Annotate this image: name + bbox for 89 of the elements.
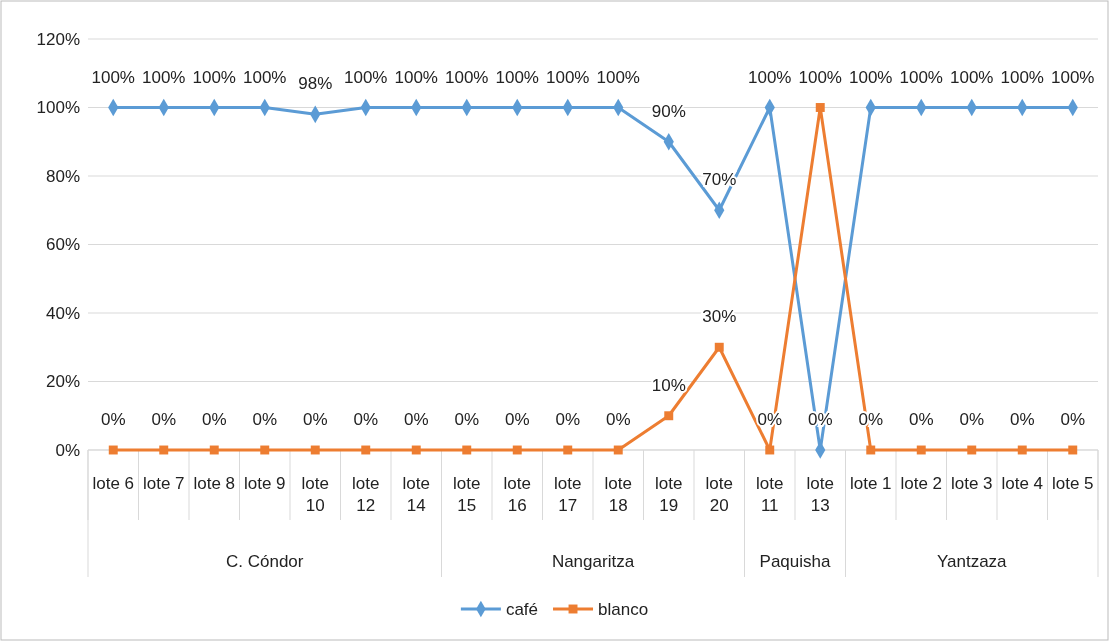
point — [815, 103, 825, 112]
point — [613, 445, 623, 455]
data-label: 10% — [651, 375, 686, 395]
x-tick-label: lote 7 — [142, 474, 185, 493]
point — [765, 445, 775, 455]
y-tick-label: 60% — [45, 235, 80, 255]
data-label: 100% — [899, 67, 943, 87]
point — [361, 445, 371, 455]
x-tick-label: lote 19 — [655, 474, 683, 515]
y-tick-label: 20% — [45, 372, 80, 392]
data-label: 0% — [908, 410, 934, 429]
data-label: 100% — [1000, 67, 1044, 87]
x-tick-label: lote 4 — [1001, 474, 1044, 493]
point — [1017, 445, 1027, 455]
data-label: 0% — [1009, 410, 1035, 429]
x-tick-label: lote 16 — [503, 474, 531, 515]
y-tick-label: 120% — [36, 29, 80, 49]
text: Yantzaza — [936, 552, 1008, 571]
point — [714, 342, 724, 352]
y-tick-label: 100% — [36, 98, 80, 118]
data-label: 0% — [100, 410, 126, 429]
data-label: 0% — [959, 410, 985, 429]
data-label: 0% — [454, 410, 480, 429]
data-label: 100% — [495, 67, 539, 87]
point — [664, 411, 674, 421]
data-label: 100% — [950, 67, 994, 87]
point — [159, 445, 169, 455]
legend-label: café — [505, 600, 539, 619]
x-tick-label: lote 6 — [92, 474, 135, 493]
data-label: 0% — [605, 410, 631, 429]
x-tick-label: lote 9 — [243, 474, 286, 493]
y-tick-label: 40% — [45, 303, 80, 323]
data-label: 100% — [748, 67, 792, 87]
data-label: 100% — [849, 67, 893, 87]
data-label: 0% — [353, 410, 379, 429]
x-tick-label: lote 20 — [705, 474, 733, 515]
legend-label: blanco — [598, 600, 649, 619]
point — [1068, 445, 1078, 455]
text: C. Cóndor — [226, 552, 304, 571]
y-tick-label: 0% — [55, 440, 80, 460]
data-label: 100% — [798, 67, 842, 87]
data-label: 0% — [403, 410, 429, 429]
x-tick-label: lote 3 — [950, 474, 993, 493]
point — [310, 445, 320, 455]
data-label: 100% — [344, 67, 388, 87]
x-tick-label: lote 12 — [352, 474, 380, 515]
x-tick-label: lote 2 — [900, 474, 943, 493]
data-label: 100% — [546, 67, 590, 87]
point — [563, 445, 573, 455]
x-tick-label: lote 10 — [301, 474, 329, 515]
text: Paquisha — [759, 552, 831, 571]
x-tick-label: lote 15 — [453, 474, 481, 515]
data-label: 100% — [445, 67, 489, 87]
point — [108, 445, 118, 455]
data-label: 0% — [302, 410, 328, 429]
point — [967, 445, 977, 455]
data-label: 0% — [252, 410, 278, 429]
data-label: 0% — [151, 410, 177, 429]
x-tick-label: lote 18 — [604, 474, 632, 515]
data-label: 100% — [142, 67, 186, 87]
point — [866, 445, 876, 455]
point — [916, 445, 926, 455]
data-label: 100% — [243, 67, 287, 87]
data-label: 0% — [201, 410, 227, 429]
x-tick-label: lote 17 — [554, 474, 582, 515]
data-label: 100% — [596, 67, 640, 87]
point — [462, 445, 472, 455]
x-tick-label: lote 8 — [193, 474, 236, 493]
x-tick-label: lote 13 — [806, 474, 834, 515]
text: Nangaritza — [551, 552, 635, 571]
x-tick-label: lote 11 — [756, 474, 784, 515]
point — [209, 445, 219, 455]
data-label: 98% — [298, 74, 333, 94]
data-label: 90% — [651, 101, 686, 121]
data-label: 0% — [504, 410, 530, 429]
data-label: 100% — [1051, 67, 1095, 87]
data-label: 100% — [91, 67, 135, 87]
data-label: 100% — [192, 67, 236, 87]
point — [512, 445, 522, 455]
data-label: 30% — [702, 307, 737, 327]
data-label: 100% — [394, 67, 438, 87]
data-label: 0% — [1060, 410, 1086, 429]
y-tick-label: 80% — [45, 166, 80, 186]
x-tick-label: lote 1 — [849, 474, 892, 493]
x-tick-label: lote 14 — [402, 474, 430, 515]
data-label: 0% — [555, 410, 581, 429]
x-tick-label: lote 5 — [1051, 474, 1094, 493]
point — [411, 445, 421, 455]
point — [260, 445, 270, 455]
